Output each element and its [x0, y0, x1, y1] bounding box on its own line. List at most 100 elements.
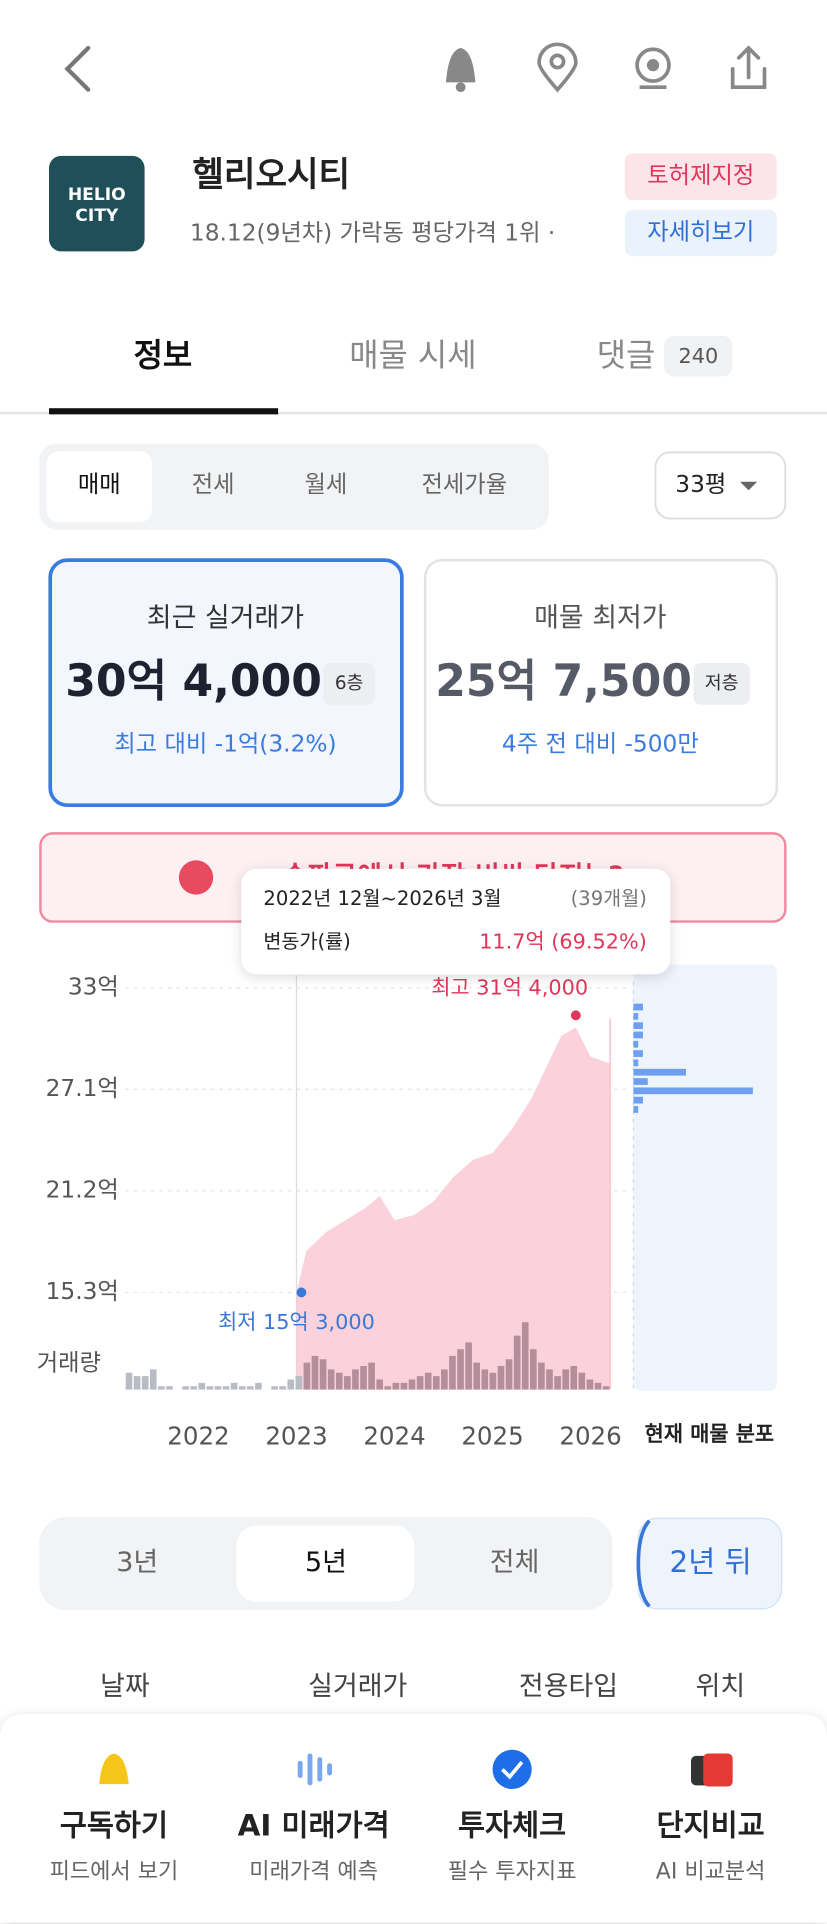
future[interactable]: 2년 뒤: [670, 1545, 752, 1579]
subtitle: 18.12(9년차) 가락동 평당가격 1위 ·: [190, 220, 555, 247]
size-select[interactable]: [654, 451, 787, 520]
volume-bar: [141, 1376, 149, 1390]
future-accent: [636, 1519, 651, 1608]
volume-bar: [586, 1379, 594, 1390]
card[interactable]: [48, 558, 404, 808]
period[interactable]: 전체: [490, 1547, 540, 1578]
distribution-bar: [633, 1068, 686, 1076]
max-point: [570, 1010, 581, 1021]
table-header: 날짜: [100, 1671, 150, 1702]
volume-bar: [206, 1386, 214, 1390]
volume-bar: [327, 1369, 335, 1390]
distribution-bar: [633, 1040, 639, 1048]
nav-sub: 미래가격 예측: [249, 1859, 378, 1884]
distribution-bar: [633, 1022, 643, 1030]
table-header: 위치: [696, 1671, 746, 1702]
link-bg[interactable]: [624, 209, 777, 257]
period[interactable]: 5년: [305, 1547, 347, 1578]
volume-bar: [424, 1372, 432, 1390]
tooltip-label: 변동가(률): [263, 930, 350, 953]
fire-icon: [178, 860, 214, 895]
nav-sub: 필수 투자지표: [448, 1859, 577, 1884]
volume-bar: [473, 1362, 481, 1390]
camera-icon[interactable]: [635, 47, 671, 90]
comment-count: 240: [678, 344, 718, 368]
deal-type[interactable]: 매매: [78, 471, 121, 498]
tooltip-months: (39개월): [571, 887, 647, 910]
volume-bar: [594, 1382, 602, 1390]
deal-type[interactable]: 월세: [304, 471, 347, 498]
distribution-bar: [633, 1096, 643, 1104]
chart: 33억 27.1억 21.2억 15.3억 2022 2023 2024 2025 2026 거래…: [37, 973, 774, 1450]
divider: [0, 411, 827, 415]
volume-bar: [457, 1349, 464, 1390]
y-tick-label: 21.2억: [46, 1176, 119, 1203]
volume-bar: [449, 1355, 456, 1390]
nav-sub: AI 비교분석: [656, 1859, 766, 1884]
volume-bar: [513, 1335, 521, 1390]
distribution-bar: [633, 1078, 648, 1085]
count-bg: [664, 335, 733, 377]
bell-icon[interactable]: [445, 48, 476, 93]
volume-bar: [441, 1369, 448, 1390]
volume-bar: [578, 1372, 586, 1390]
max-label: 최고 31억 4,000: [431, 975, 588, 999]
nav-title[interactable]: 단지비교: [657, 1808, 765, 1842]
nav-title[interactable]: 투자체크: [458, 1808, 566, 1842]
volume-bar: [368, 1362, 375, 1390]
volume-bar: [271, 1386, 278, 1390]
card-floor: 6층: [335, 673, 364, 694]
distribution-panel: [633, 964, 777, 1391]
nav-icon: [99, 1753, 129, 1785]
volume-bar: [230, 1382, 238, 1390]
y-tick-label: 33억: [68, 973, 119, 1000]
volume-bar: [360, 1366, 367, 1390]
volume-bar: [158, 1386, 165, 1390]
volume-bar: [125, 1372, 133, 1390]
distribution-bar: [633, 1087, 753, 1095]
x-tick-label: 2026: [559, 1421, 621, 1450]
highlight-area: [296, 1027, 611, 1390]
tooltip: [241, 868, 671, 975]
nav-title[interactable]: 구독하기: [60, 1808, 168, 1842]
volume-bar: [295, 1376, 303, 1390]
tab[interactable]: 댓글: [597, 336, 656, 374]
tab[interactable]: 정보: [134, 336, 193, 374]
deal-type[interactable]: 전세가율: [422, 471, 508, 498]
share-icon[interactable]: [730, 45, 767, 90]
volume-bar: [190, 1386, 198, 1390]
volume-label: 거래량: [37, 1349, 101, 1376]
card-note: 최고 대비 -1억(3.2%): [114, 731, 336, 758]
deal-type[interactable]: 전세: [192, 471, 235, 498]
y-tick-label: 27.1억: [46, 1075, 119, 1102]
card-title: 매물 최저가: [534, 602, 666, 633]
x-tick-label: 2025: [461, 1421, 523, 1450]
volume-bar: [481, 1369, 489, 1390]
volume-bar: [602, 1386, 610, 1390]
volume-bar: [562, 1369, 569, 1390]
nav-icon: [492, 1749, 532, 1789]
logo: [49, 155, 145, 252]
volume-bar: [319, 1359, 327, 1390]
volume-bar: [255, 1382, 262, 1390]
volume-bar: [465, 1342, 472, 1390]
distribution-label: 현재 매물 분포: [645, 1422, 774, 1446]
tab[interactable]: 매물 시세: [349, 336, 476, 374]
size[interactable]: 33평: [675, 471, 726, 498]
location-icon[interactable]: [537, 42, 578, 93]
x-tick-label: 2022: [167, 1421, 229, 1450]
volume-bar: [376, 1379, 383, 1390]
volume-bar: [182, 1386, 189, 1390]
card-floor: 저층: [705, 673, 739, 694]
nav-title[interactable]: AI 미래가격: [238, 1808, 390, 1842]
distribution-bar: [633, 1059, 639, 1067]
volume-bar: [149, 1369, 157, 1390]
card[interactable]: [423, 558, 778, 807]
volume-bar: [546, 1369, 553, 1390]
card-title: 최근 실거래가: [147, 602, 304, 633]
back-button[interactable]: [64, 45, 91, 92]
detail-link[interactable]: 자세히보기: [647, 219, 754, 246]
period[interactable]: 3년: [116, 1547, 158, 1578]
volume-bar: [287, 1379, 295, 1390]
volume-bar: [570, 1366, 578, 1390]
